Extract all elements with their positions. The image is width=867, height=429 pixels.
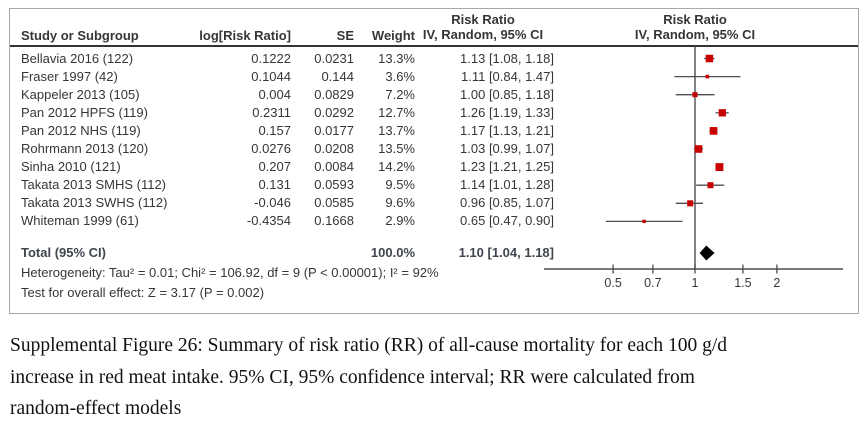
study-log-rr: -0.4354	[246, 213, 291, 229]
study-name: Bellavia 2016 (122)	[21, 50, 134, 66]
study-row: Takata 2013 SMHS (112) 0.131 0.0593 9.5% 1.1…	[10, 176, 858, 194]
study-se: 0.0177	[314, 122, 354, 138]
study-rr-ci: 1.26 [1.19, 1.33]	[460, 104, 554, 120]
study-rr-ci: 1.00 [0.85, 1.18]	[460, 86, 554, 102]
study-weight: 2.9%	[385, 213, 415, 229]
study-name: Takata 2013 SMHS (112)	[21, 177, 166, 193]
study-weight: 14.2%	[378, 159, 415, 175]
column-header-weight: Weight	[371, 28, 415, 43]
study-se: 0.0231	[314, 50, 354, 66]
column-header-se: SE	[336, 28, 354, 43]
study-rr-ci: 1.13 [1.08, 1.18]	[460, 50, 554, 66]
study-row: Sinha 2010 (121) 0.207 0.0084 14.2% 1.23 [1.…	[10, 158, 858, 176]
study-rr-ci: 1.23 [1.21, 1.25]	[460, 159, 554, 175]
study-log-rr: 0.1044	[251, 68, 291, 84]
overall-effect-note: Test for overall effect: Z = 3.17 (P = 0…	[21, 285, 265, 300]
study-weight: 13.5%	[378, 141, 415, 156]
study-row: Bellavia 2016 (122) 0.1222 0.0231 13.3% 1.13…	[10, 50, 858, 68]
study-row: Whiteman 1999 (61) -0.4354 0.1668 2.9% 0.65 …	[10, 212, 858, 230]
axis-tick-label: 2	[773, 276, 780, 290]
axis-tick-label: 0.5	[604, 276, 621, 290]
study-weight: 13.3%	[378, 50, 415, 66]
total-label: Total (95% CI)	[21, 245, 106, 260]
axis-tick-label: 0.7	[644, 276, 661, 290]
total-rr-ci: 1.10 [1.04, 1.18]	[458, 245, 554, 260]
study-log-rr: 0.0276	[251, 141, 291, 156]
figure-caption-line: Supplemental Figure 26: Summary of risk …	[10, 335, 728, 356]
study-row: Takata 2013 SWHS (112) -0.046 0.0585 9.6% 0.…	[10, 194, 858, 212]
column-header-study: Study or Subgroup	[21, 28, 139, 43]
axis-tick-label: 1.5	[734, 276, 751, 290]
study-rr-ci: 0.65 [0.47, 0.90]	[460, 213, 554, 229]
total-weight: 100.0%	[370, 245, 415, 260]
study-log-rr: -0.046	[254, 195, 291, 211]
study-name: Whiteman 1999 (61)	[21, 213, 139, 229]
figure-caption-line: random-effect models	[10, 398, 182, 419]
heterogeneity-note: Heterogeneity: Tau² = 0.01; Chi² = 106.9…	[21, 265, 439, 280]
study-row: Rohrmann 2013 (120) 0.0276 0.0208 13.5% 1.03…	[10, 140, 858, 158]
forest-plot-panel: Risk Ratio IV, Random, 95% CI Risk Ratio…	[9, 8, 859, 314]
study-se: 0.0593	[314, 177, 354, 193]
study-log-rr: 0.1222	[251, 50, 291, 66]
study-log-rr: 0.004	[258, 86, 291, 102]
figure-caption-line: increase in red meat intake. 95% CI, 95%…	[10, 366, 695, 388]
study-log-rr: 0.2311	[252, 104, 291, 120]
study-se: 0.0585	[314, 195, 354, 211]
study-weight: 3.6%	[385, 68, 415, 84]
study-name: Rohrmann 2013 (120)	[21, 141, 149, 156]
study-rr-ci: 1.03 [0.99, 1.07]	[460, 141, 554, 156]
study-log-rr: 0.157	[258, 122, 291, 138]
study-name: Sinha 2010 (121)	[21, 159, 121, 175]
study-rr-ci: 1.14 [1.01, 1.28]	[460, 177, 554, 193]
study-rr-ci: 0.96 [0.85, 1.07]	[460, 195, 554, 211]
study-rr-ci: 1.17 [1.13, 1.21]	[460, 122, 554, 138]
study-log-rr: 0.131	[258, 177, 291, 193]
study-log-rr: 0.207	[258, 159, 291, 175]
study-se: 0.1668	[314, 213, 354, 229]
study-weight: 9.5%	[385, 177, 415, 193]
study-rr-ci: 1.11 [0.84, 1.47]	[461, 68, 554, 84]
study-name: Pan 2012 HPFS (119)	[21, 104, 148, 120]
study-se: 0.0292	[314, 104, 354, 120]
column-header-log-risk-ratio: log[Risk Ratio]	[199, 28, 291, 43]
study-row: Fraser 1997 (42) 0.1044 0.144 3.6% 1.11 [0.8…	[10, 68, 858, 86]
stats-group-header-line2: IV, Random, 95% CI	[422, 27, 544, 42]
study-se: 0.0084	[314, 159, 354, 175]
study-se: 0.144	[321, 68, 354, 84]
study-name: Pan 2012 NHS (119)	[21, 122, 141, 138]
study-row: Pan 2012 NHS (119) 0.157 0.0177 13.7% 1.17 […	[10, 122, 858, 140]
figure-caption: Supplemental Figure 26: Summary of risk …	[10, 330, 864, 425]
study-se: 0.0829	[314, 86, 354, 102]
header-divider	[10, 45, 858, 47]
study-name: Fraser 1997 (42)	[21, 68, 118, 84]
stats-group-header-line1: Risk Ratio	[451, 12, 515, 27]
study-weight: 13.7%	[378, 122, 415, 138]
study-weight: 7.2%	[385, 86, 415, 102]
study-se: 0.0208	[314, 141, 354, 156]
study-row: Kappeler 2013 (105) 0.004 0.0829 7.2% 1.00 […	[10, 86, 858, 104]
plot-group-header-line2: IV, Random, 95% CI	[634, 27, 756, 42]
total-row: Total (95% CI) 100.0% 1.10 [1.04, 1.18]	[10, 244, 858, 262]
plot-group-header-line1: Risk Ratio	[663, 12, 727, 27]
study-weight: 12.7%	[378, 104, 415, 120]
study-row: Pan 2012 HPFS (119) 0.2311 0.0292 12.7% 1.26…	[10, 104, 858, 122]
study-weight: 9.6%	[385, 195, 415, 211]
study-name: Kappeler 2013 (105)	[21, 86, 140, 102]
study-name: Takata 2013 SWHS (112)	[21, 195, 168, 211]
axis-tick-label: 1	[692, 276, 699, 290]
